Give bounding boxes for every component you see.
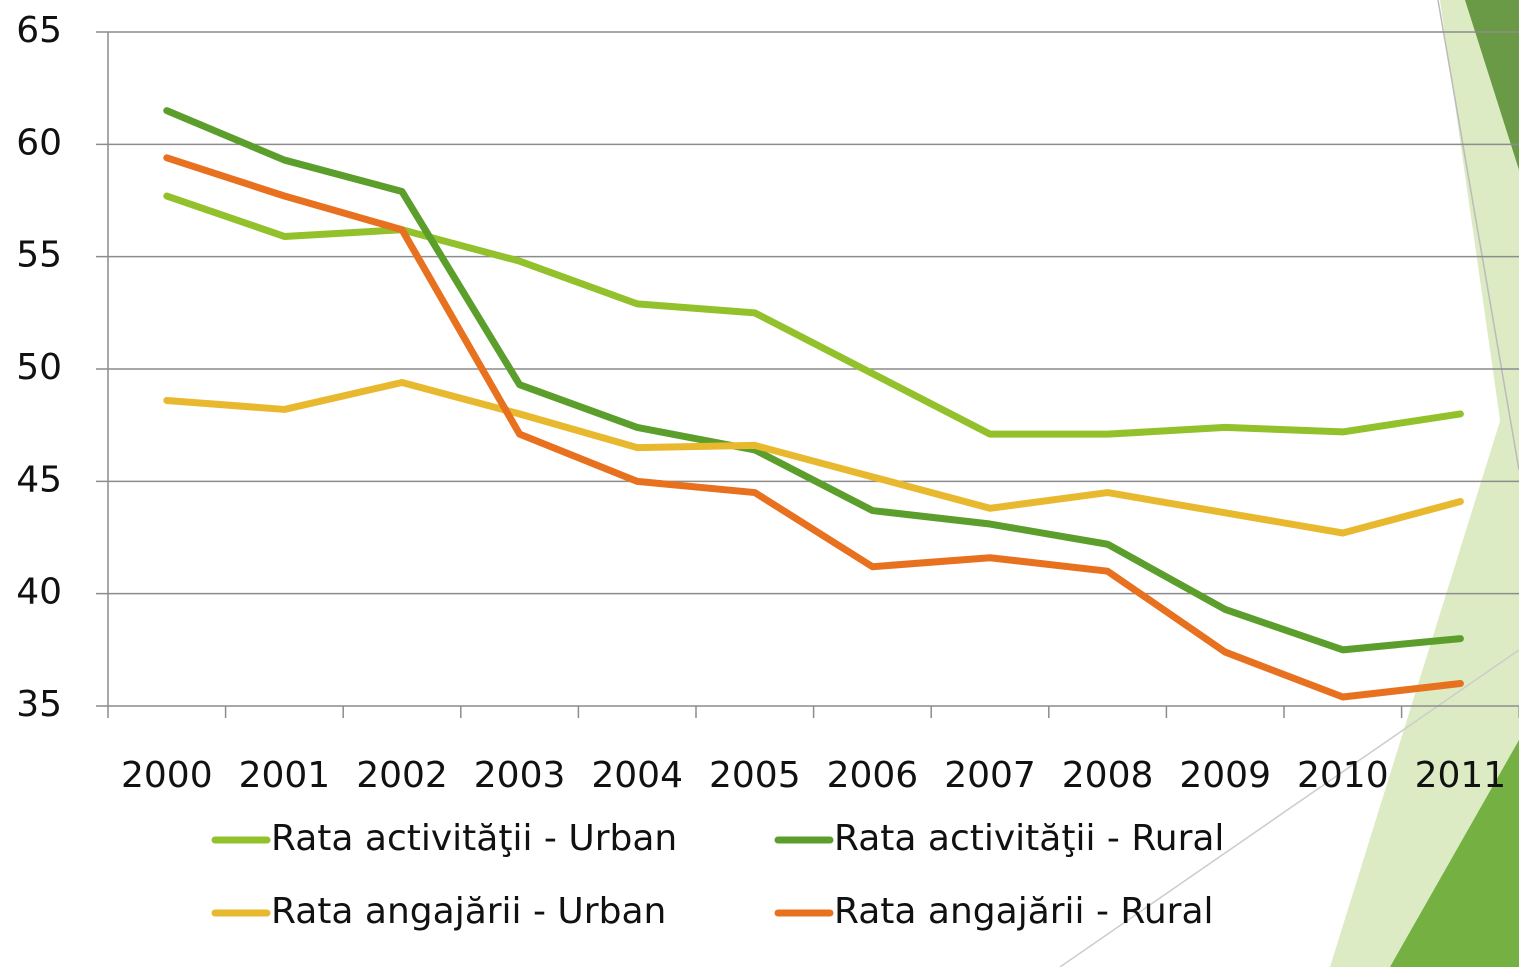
x-tick-label: 2009 — [1179, 755, 1271, 796]
deco-line — [1437, 0, 1519, 471]
x-tick-label: 2004 — [591, 755, 683, 796]
y-tick-label: 35 — [16, 684, 62, 725]
x-tick-label: 2001 — [239, 755, 331, 796]
legend-label: Rata angajării - Rural — [834, 891, 1214, 932]
series-line — [163, 107, 1464, 654]
x-tick-label: 2006 — [827, 755, 919, 796]
background-decoration — [1059, 0, 1519, 967]
deco-shape — [1465, 0, 1519, 170]
x-tick-label: 2002 — [356, 755, 448, 796]
x-tick-label: 2003 — [474, 755, 566, 796]
legend-label: Rata activităţii - Rural — [834, 818, 1224, 859]
deco-line — [1059, 649, 1519, 967]
y-tick-label: 65 — [16, 10, 62, 51]
y-tick-label: 55 — [16, 235, 62, 276]
y-tick-label: 40 — [16, 572, 62, 613]
series-line — [163, 154, 1464, 701]
x-tick-label: 2005 — [709, 755, 801, 796]
deco-shape — [1390, 740, 1519, 967]
series-line — [163, 378, 1464, 537]
deco-shape — [1330, 360, 1519, 967]
legend-label: Rata angajării - Urban — [271, 891, 666, 932]
y-tick-label: 50 — [16, 347, 62, 388]
legend-label: Rata activităţii - Urban — [271, 818, 677, 859]
x-tick-label: 2007 — [944, 755, 1036, 796]
x-tick-label: 2011 — [1415, 755, 1507, 796]
series-line — [163, 192, 1464, 438]
y-tick-label: 60 — [16, 122, 62, 163]
x-tick-label: 2010 — [1297, 755, 1389, 796]
x-tick-label: 2008 — [1062, 755, 1154, 796]
x-tick-label: 2000 — [121, 755, 213, 796]
y-tick-label: 45 — [16, 459, 62, 500]
